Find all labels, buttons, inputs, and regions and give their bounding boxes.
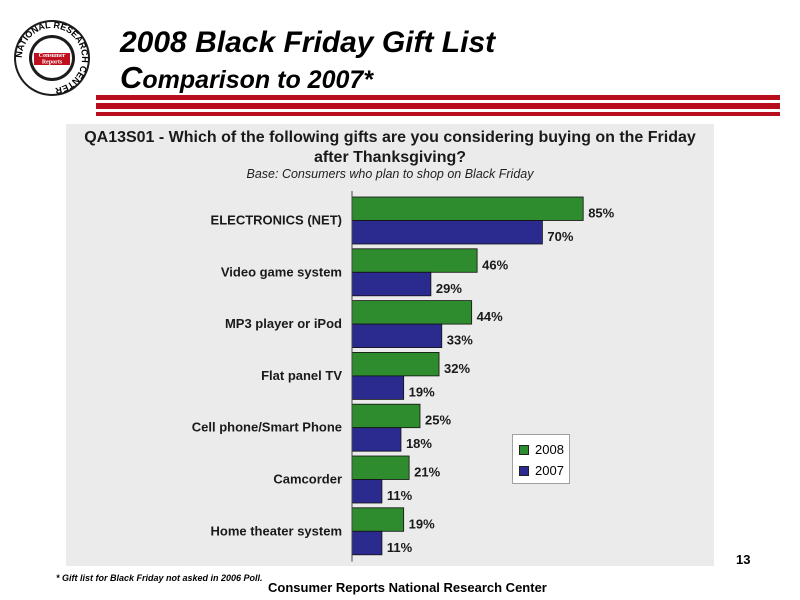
bar-2007-mp3-player-or-ipod: [351, 323, 443, 349]
data-label-2007-camcorder: 11%: [387, 488, 413, 503]
subtitle-initial: C: [120, 60, 143, 95]
category-label-home-theater-system: Home theater system: [211, 523, 343, 538]
bar-2008-home-theater-system: [351, 507, 405, 532]
national-research-center-logo: NATIONAL RESEARCH CENTER Consumer Report…: [14, 20, 90, 96]
chart-legend: 2008 2007: [512, 434, 570, 484]
legend-label-2008: 2008: [535, 442, 564, 457]
data-label-2007-flat-panel-tv: 19%: [409, 384, 435, 399]
data-label-2008-electronics-net: 85%: [588, 206, 614, 221]
bar-2008-camcorder: [351, 455, 410, 480]
bar-2007-home-theater-system: [351, 530, 383, 556]
bar-2008-mp3-player-or-ipod: [351, 300, 473, 325]
bar-2007-electronics-net: [351, 220, 543, 245]
subtitle-rest: omparison to 2007*: [142, 66, 374, 94]
data-label-2007-home-theater-system: 11%: [387, 540, 413, 555]
legend-item-2008: 2008: [519, 442, 564, 457]
chart-subtitle: Base: Consumers who plan to shop on Blac…: [246, 167, 534, 181]
legend-label-2007: 2007: [535, 463, 564, 478]
page-title: 2008 Black Friday Gift List: [120, 26, 496, 59]
header-rule-bottom: [96, 112, 780, 116]
category-label-flat-panel-tv: Flat panel TV: [261, 368, 342, 383]
legend-swatch-2007: [519, 465, 529, 476]
bar-2007-camcorder: [351, 479, 383, 504]
data-label-2008-cell-phone-smart-phone: 25%: [425, 413, 451, 428]
data-label-2008-camcorder: 21%: [414, 465, 440, 480]
bar-2008-flat-panel-tv: [351, 351, 440, 377]
bar-2007-flat-panel-tv: [351, 375, 405, 400]
page-subtitle: Comparison to 2007*: [120, 62, 373, 96]
bar-2008-video-game-system: [351, 248, 478, 273]
category-label-cell-phone-smart-phone: Cell phone/Smart Phone: [192, 420, 342, 435]
category-label-video-game-system: Video game system: [221, 264, 342, 279]
data-label-2007-cell-phone-smart-phone: 18%: [406, 436, 432, 451]
data-label-2007-video-game-system: 29%: [436, 281, 462, 296]
logo-center-text-2: Reports: [42, 60, 63, 66]
bar-2007-cell-phone-smart-phone: [351, 427, 402, 452]
header-rule-middle: [96, 103, 780, 109]
footer-text: Consumer Reports National Research Cente…: [268, 580, 547, 595]
data-label-2007-electronics-net: 70%: [547, 229, 573, 244]
legend-item-2007: 2007: [519, 463, 564, 478]
legend-swatch-2008: [519, 444, 529, 455]
data-label-2008-mp3-player-or-ipod: 44%: [477, 309, 503, 324]
category-label-mp3-player-or-ipod: MP3 player or iPod: [225, 316, 342, 331]
bar-2007-video-game-system: [351, 271, 432, 297]
bar-2008-cell-phone-smart-phone: [351, 403, 421, 429]
data-label-2007-mp3-player-or-ipod: 33%: [447, 333, 473, 348]
page-number: 13: [736, 552, 751, 567]
category-label-camcorder: Camcorder: [273, 472, 342, 487]
data-label-2008-flat-panel-tv: 32%: [444, 361, 470, 376]
footnote: * Gift list for Black Friday not asked i…: [56, 573, 263, 583]
chart-title: QA13S01 - Which of the following gifts a…: [84, 129, 696, 166]
header-rule-top: [96, 95, 780, 100]
bar-2008-electronics-net: [351, 196, 584, 221]
data-label-2008-home-theater-system: 19%: [409, 516, 435, 531]
data-label-2008-video-game-system: 46%: [482, 257, 508, 272]
category-label-electronics-net: ELECTRONICS (NET): [211, 213, 342, 228]
logo-center-text-1: Consumer: [39, 53, 66, 59]
